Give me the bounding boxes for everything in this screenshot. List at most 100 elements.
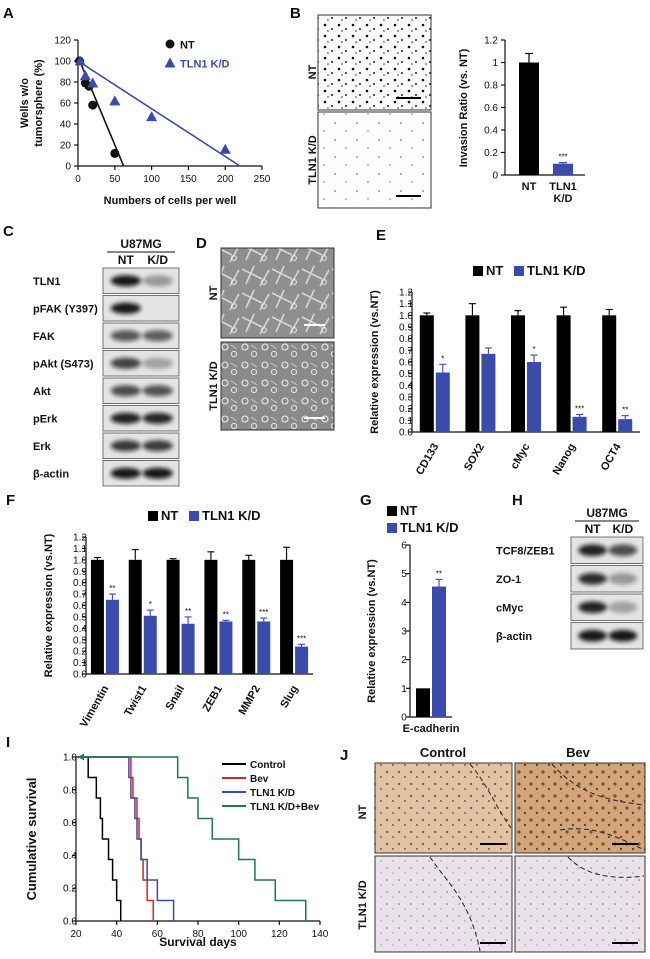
legend-entry: TLN1 K/D	[250, 788, 295, 799]
y-tick-label: 0.0	[399, 428, 413, 439]
y-axis-label: tumorsphere (%)	[33, 59, 45, 147]
panel-g: G 0 1 2 3 4 5 6 Relative expression (vs.NT) ** E-…	[360, 492, 460, 735]
panel-label-d: D	[196, 235, 207, 252]
invasion-micrograph-nt	[317, 14, 432, 111]
y-axis-label: Wells w/o	[19, 78, 31, 128]
tumorsphere-chart: 0 20 40 60 80 100 120 0 50 100 150 200 250 Wells w/o t…	[19, 36, 271, 208]
significance-mark: **	[223, 610, 229, 619]
y-tick-label: 6	[401, 541, 407, 552]
y-tick-label: 0.2	[484, 148, 498, 159]
legend-marker	[164, 57, 176, 68]
bar	[143, 615, 157, 674]
y-tick-label: 1	[401, 684, 407, 695]
data-point	[110, 148, 120, 158]
protein-band	[110, 357, 141, 369]
y-tick-label: 0.7	[399, 346, 413, 357]
data-point	[146, 111, 158, 122]
y-tick-label: 1.1	[73, 544, 87, 555]
legend-marker	[165, 39, 175, 49]
y-tick-label: 0.2	[399, 404, 413, 415]
y-tick-label: 0.3	[73, 635, 87, 646]
bar	[527, 362, 541, 432]
panel-i: I 0.0 0.2 0.4 0.6 0.8 1.0 20 40 60 80 100 120 140 Cum…	[6, 734, 329, 949]
censor-marker	[78, 753, 84, 761]
panel-a: A 0 20 40 60 80 100 120 0 50 100 150 200 250 Wells w/…	[3, 5, 271, 207]
y-tick-label: 0.8	[399, 334, 413, 345]
y-tick-label: 0.5	[399, 369, 413, 380]
bar	[219, 621, 233, 674]
panel-label-a: A	[3, 5, 14, 22]
panel-label-f: F	[6, 492, 15, 509]
y-tick-label: 1.0	[399, 311, 413, 322]
data-point	[87, 77, 99, 88]
y-axis-label: Cumulative survival	[24, 778, 39, 901]
x-tick-label: 20	[70, 929, 82, 940]
y-tick-label: 0.4	[73, 624, 87, 635]
legend-swatch	[148, 511, 158, 521]
panel-label-h: H	[512, 492, 523, 509]
legend-entry: Bev	[250, 774, 269, 785]
panel-label-i: I	[6, 734, 10, 751]
y-tick-label: 0.9	[399, 323, 413, 334]
protein-label: TLN1	[33, 276, 61, 288]
y-tick-label: 0.6	[63, 818, 77, 829]
ihc-image-kd-control	[374, 855, 513, 953]
protein-band	[608, 544, 638, 557]
legend-swatch	[387, 523, 397, 533]
protein-band	[142, 412, 173, 424]
y-tick-label: 0.2	[73, 647, 87, 658]
protein-band	[578, 601, 607, 614]
significance-mark: ***	[558, 153, 567, 162]
protein-label: Erk	[33, 441, 52, 453]
y-tick-label: 1.2	[399, 288, 413, 299]
bar	[556, 315, 571, 432]
ihc-image-nt-control	[374, 762, 513, 854]
panel-label-e: E	[376, 227, 386, 244]
significance-mark: **	[436, 569, 442, 578]
y-tick-label: 0.1	[73, 658, 87, 669]
data-point	[79, 70, 91, 81]
x-category-label: K/D	[554, 193, 573, 205]
data-point	[74, 55, 86, 66]
y-tick-label: 0.8	[484, 81, 498, 92]
x-category-label: OCT4	[599, 441, 625, 473]
bar	[519, 62, 539, 175]
lane-label: NT	[118, 253, 135, 267]
legend-entry: NT	[180, 40, 195, 52]
y-tick-label: 0.7	[73, 590, 87, 601]
bar	[242, 559, 256, 674]
protein-label: β-actin	[496, 631, 532, 643]
y-tick-label: 1.2	[73, 533, 87, 544]
y-tick-label: 0.8	[63, 785, 77, 796]
x-tick-label: 40	[111, 929, 123, 940]
x-category-label: CD133	[414, 442, 442, 478]
x-category-label: NT	[522, 181, 537, 193]
protein-label: pAkt (S473)	[33, 358, 94, 370]
legend-entry: NT	[161, 508, 178, 523]
x-category-label: cMyc	[508, 442, 532, 472]
panel-label-b: B	[290, 5, 301, 22]
y-tick-label: 1.0	[73, 555, 87, 566]
panel-d: D NT TLN1 K/D	[196, 235, 335, 431]
data-point	[109, 95, 121, 106]
x-tick-label: 0	[75, 174, 81, 185]
x-tick-label: 80	[192, 929, 204, 940]
bar	[572, 416, 587, 432]
x-category-label: Vimentin	[78, 683, 112, 729]
significance-mark: **	[622, 406, 628, 415]
ihc-image-nt-bev	[514, 762, 646, 854]
y-tick-label: 0	[401, 713, 407, 724]
protein-label: β-actin	[33, 468, 69, 480]
y-tick-label: 0.0	[63, 917, 77, 928]
legend-entry: TLN1 K/D+Bev	[250, 802, 320, 813]
protein-band	[142, 275, 173, 287]
panel-c: C U87MG NT K/D TLN1 pFAK (Y397) FAK pAkt (S473…	[3, 223, 180, 487]
x-tick-label: 150	[180, 174, 197, 185]
y-tick-label: 0.6	[484, 103, 498, 114]
invasion-ratio-chart: 0 0.2 0.4 0.6 0.8 1 1.2 Invasion Ratio (vs. NT)…	[458, 36, 585, 205]
y-tick-label: 1.0	[63, 753, 77, 764]
survival-curve	[76, 756, 307, 921]
panel-label-j: J	[340, 747, 348, 764]
y-tick-label: 4	[401, 598, 407, 609]
lane-label: NT	[585, 522, 602, 536]
